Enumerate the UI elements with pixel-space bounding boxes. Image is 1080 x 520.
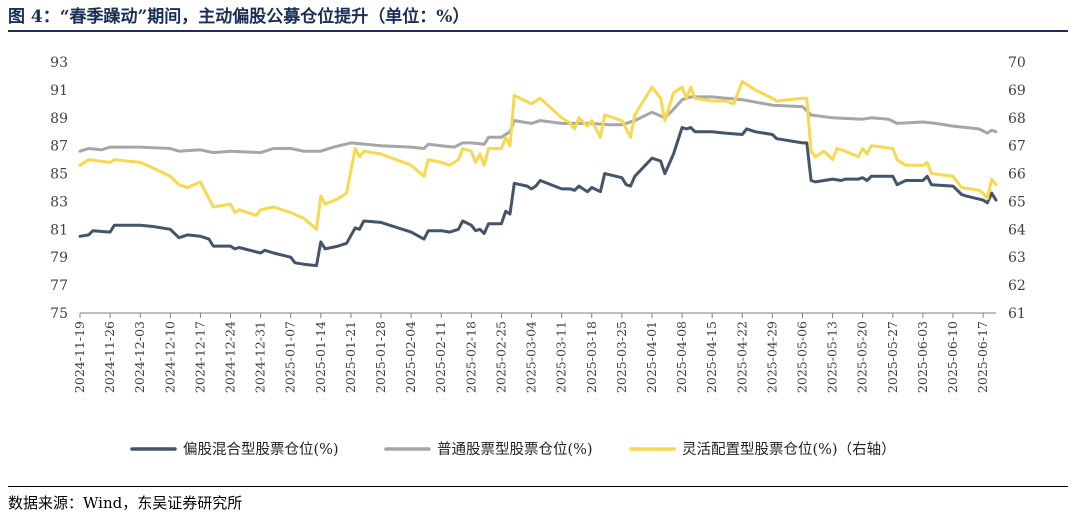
y-right-tick-label: 63: [1008, 250, 1026, 266]
y-left-tick-label: 77: [50, 278, 68, 294]
series-line-1: [78, 126, 998, 268]
legend-label-2: 普通股票型股票仓位(%): [437, 441, 593, 458]
x-tick-label: 2025-06-10: [945, 321, 960, 393]
y-right-tick-label: 64: [1008, 222, 1026, 238]
figure-title: 图 4：“春季躁动”期间，主动偏股公募仓位提升（单位：%）: [8, 7, 470, 27]
source-rule: [8, 486, 1068, 487]
x-tick-label: 2025-02-11: [433, 321, 448, 393]
x-tick-label: 2025-04-08: [674, 321, 689, 393]
y-left-tick-label: 89: [50, 111, 68, 127]
legend-label-1: 偏股混合型股票仓位(%): [183, 441, 339, 458]
y-right-tick-label: 61: [1008, 306, 1026, 322]
y-right-tick-label: 68: [1008, 111, 1026, 127]
y-left-tick-label: 93: [50, 55, 68, 71]
legend-label-3: 灵活配置型股票仓位(%)（右轴）: [682, 441, 896, 458]
x-tick-label: 2025-03-25: [614, 321, 629, 393]
series-line-2: [78, 95, 998, 155]
chart-legend: 偏股混合型股票仓位(%) 普通股票型股票仓位(%) 灵活配置型股票仓位(%)（右轴）: [130, 441, 896, 458]
x-tick-label: 2025-02-04: [403, 321, 418, 393]
x-tick-label: 2024-12-17: [192, 321, 207, 393]
x-tick-label: 2025-04-15: [704, 321, 719, 393]
x-tick-label: 2025-01-28: [373, 321, 388, 393]
y-left-tick-label: 81: [50, 222, 68, 238]
chart-series: [78, 80, 998, 268]
y-right-tick-label: 62: [1008, 278, 1026, 294]
x-tick-label: 2025-01-07: [283, 321, 298, 393]
y-right-tick-label: 70: [1008, 55, 1026, 71]
x-tick-label: 2025-05-13: [825, 321, 840, 393]
x-tick-label: 2025-01-14: [313, 321, 328, 393]
y-left-tick-label: 85: [50, 167, 68, 183]
x-tick-label: 2025-01-21: [343, 321, 358, 393]
x-tick-label: 2025-04-29: [764, 321, 779, 393]
x-tick-label: 2024-11-26: [102, 321, 117, 393]
x-tick-label: 2025-04-22: [734, 321, 749, 393]
source-note: 数据来源：Wind，东吴证券研究所: [8, 494, 243, 512]
series-line-3: [78, 80, 998, 231]
chart-axes: 75 77 79 81 83 85 87 89 91 93 61 62 63 64 65 66 67 68 69 70…: [50, 55, 1026, 393]
y-left-tick-label: 87: [50, 139, 68, 155]
y-right-tick-label: 65: [1008, 194, 1026, 210]
title-rule: [8, 30, 1068, 32]
x-tick-label: 2024-12-31: [253, 321, 268, 393]
x-tick-label: 2025-05-20: [855, 321, 870, 393]
x-tick-label: 2025-04-01: [644, 321, 659, 393]
y-right-tick-label: 69: [1008, 83, 1026, 99]
x-tick-label: 2024-12-10: [162, 321, 177, 393]
x-tick-label: 2025-02-25: [493, 321, 508, 393]
x-tick-label: 2025-05-06: [794, 321, 809, 393]
y-left-tick-label: 79: [50, 250, 68, 266]
x-tick-label: 2025-06-17: [975, 321, 990, 393]
x-tick-label: 2024-12-24: [223, 321, 238, 393]
x-tick-label: 2025-03-18: [584, 321, 599, 393]
y-right-tick-label: 66: [1008, 167, 1026, 183]
x-tick-label: 2025-02-18: [463, 321, 478, 393]
x-tick-label: 2025-05-27: [885, 321, 900, 393]
y-left-tick-label: 83: [50, 194, 68, 210]
x-tick-label: 2025-03-04: [524, 321, 539, 393]
y-left-tick-label: 91: [50, 83, 68, 99]
x-tick-label: 2025-03-11: [554, 321, 569, 393]
y-left-tick-label: 75: [50, 306, 68, 322]
y-right-tick-label: 67: [1008, 139, 1026, 155]
x-tick-label: 2024-11-19: [72, 321, 87, 393]
x-tick-label: 2024-12-03: [132, 321, 147, 393]
x-tick-label: 2025-06-03: [915, 321, 930, 393]
